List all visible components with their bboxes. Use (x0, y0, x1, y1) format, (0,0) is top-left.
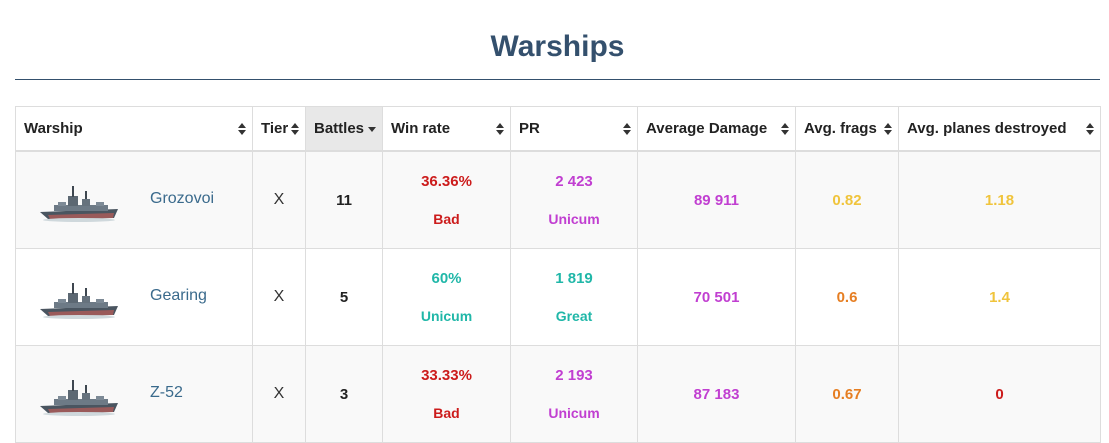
column-header-avg-planes-destroyed[interactable]: Avg. planes destroyed (898, 106, 1101, 152)
avg-frags-cell: 0.6 (795, 248, 899, 346)
warships-table: Warship Tier Battles Win rate PR Average… (15, 106, 1101, 443)
warship-cell: Z-52 (15, 345, 253, 443)
ship-name-link[interactable]: Gearing (150, 287, 207, 304)
column-header-label: Win rate (391, 120, 451, 137)
column-header-avg-frags[interactable]: Avg. frags (795, 106, 899, 152)
warship-cell: Grozovoi (15, 150, 253, 249)
avg-planes-destroyed-cell: 0 (898, 345, 1101, 443)
pr-cell: 2 423 Unicum (510, 150, 638, 249)
win-rate-cell: 60% Unicum (382, 248, 511, 346)
sort-icon (291, 122, 299, 136)
column-header-label: Battles (314, 120, 365, 137)
destroyer-ship-image (40, 283, 118, 319)
pr-value: 2 423 (555, 173, 593, 190)
tier-cell: X (252, 150, 306, 249)
sort-descending-icon (368, 122, 376, 136)
win-rate-value: 36.36% (421, 173, 472, 190)
ship-name-link[interactable]: Z-52 (150, 384, 183, 401)
page-title: Warships (490, 30, 625, 63)
average-damage-value: 70 501 (693, 288, 740, 306)
battles-cell: 11 (305, 150, 383, 249)
column-header-label: Warship (24, 120, 83, 137)
average-damage-cell: 89 911 (637, 150, 796, 249)
pr-value: 1 819 (555, 270, 593, 287)
win-rate-rating: Bad (433, 405, 460, 421)
pr-cell: 1 819 Great (510, 248, 638, 346)
column-header-label: Tier (261, 120, 289, 137)
column-header-label: Avg. planes destroyed (907, 120, 1067, 137)
avg-frags-cell: 0.67 (795, 345, 899, 443)
win-rate-rating: Unicum (420, 308, 473, 324)
pr-rating: Unicum (548, 211, 600, 227)
sort-icon (781, 122, 789, 136)
table-row: Z-52 X 3 33.33% Bad 2 193 Unicum 87 183 … (15, 345, 1101, 443)
avg-frags-value: 0.6 (836, 288, 858, 306)
column-header-average-damage[interactable]: Average Damage (637, 106, 796, 152)
avg-frags-value: 0.82 (832, 191, 862, 209)
sort-icon (496, 122, 504, 136)
avg-planes-destroyed-value: 1.18 (984, 191, 1015, 209)
column-header-win-rate[interactable]: Win rate (382, 106, 511, 152)
sort-icon (884, 122, 892, 136)
win-rate-rating: Bad (433, 211, 460, 227)
average-damage-cell: 87 183 (637, 345, 796, 443)
ship-name-link[interactable]: Grozovoi (150, 190, 215, 207)
win-rate-cell: 36.36% Bad (382, 150, 511, 249)
column-header-label: Average Damage (646, 120, 768, 137)
avg-planes-destroyed-value: 0 (995, 385, 1004, 403)
win-rate-cell: 33.33% Bad (382, 345, 511, 443)
avg-frags-value: 0.67 (832, 385, 862, 403)
pr-cell: 2 193 Unicum (510, 345, 638, 443)
average-damage-value: 89 911 (693, 191, 740, 209)
win-rate-value: 60% (431, 270, 462, 287)
win-rate-value: 33.33% (421, 367, 472, 384)
table-header-row: Warship Tier Battles Win rate PR Average… (15, 106, 1101, 152)
pr-rating: Unicum (548, 405, 600, 421)
column-header-label: PR (519, 120, 540, 137)
warship-cell: Gearing (15, 248, 253, 346)
avg-frags-cell: 0.82 (795, 150, 899, 249)
sort-icon (238, 122, 246, 136)
title-divider (15, 79, 1100, 80)
tier-cell: X (252, 248, 306, 346)
sort-icon (1086, 122, 1094, 136)
table-row: Grozovoi X 11 36.36% Bad 2 423 Unicum 89… (15, 150, 1101, 249)
avg-planes-destroyed-value: 1.4 (989, 288, 1010, 306)
pr-rating: Great (555, 308, 593, 324)
avg-planes-destroyed-cell: 1.18 (898, 150, 1101, 249)
avg-planes-destroyed-cell: 1.4 (898, 248, 1101, 346)
table-row: Gearing X 5 60% Unicum 1 819 Great 70 50… (15, 248, 1101, 346)
average-damage-value: 87 183 (693, 385, 740, 403)
battles-cell: 5 (305, 248, 383, 346)
destroyer-ship-image (40, 380, 118, 416)
average-damage-cell: 70 501 (637, 248, 796, 346)
destroyer-ship-image (40, 186, 118, 222)
column-header-tier[interactable]: Tier (252, 106, 306, 152)
sort-icon (623, 122, 631, 136)
tier-cell: X (252, 345, 306, 443)
column-header-label: Avg. frags (804, 120, 877, 137)
column-header-pr[interactable]: PR (510, 106, 638, 152)
column-header-warship[interactable]: Warship (15, 106, 253, 152)
column-header-battles[interactable]: Battles (305, 106, 383, 152)
pr-value: 2 193 (555, 367, 593, 384)
battles-cell: 3 (305, 345, 383, 443)
